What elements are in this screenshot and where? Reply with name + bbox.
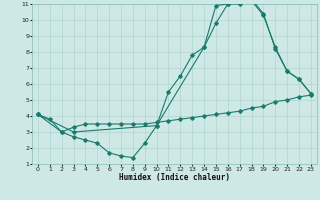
X-axis label: Humidex (Indice chaleur): Humidex (Indice chaleur) [119, 173, 230, 182]
